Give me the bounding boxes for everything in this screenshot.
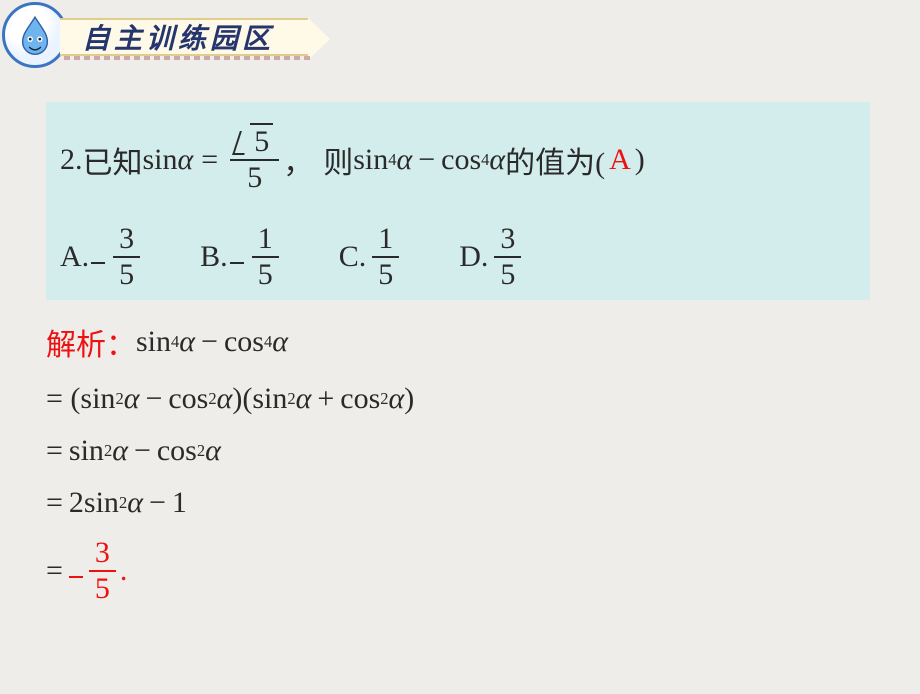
- minus-icon: [69, 554, 85, 588]
- solution-line-1: = ( sin 2 α − cos 2 α )( sin 2 α + cos 2…: [46, 382, 920, 416]
- solution-line-0: 解析： sin 4 α − cos 4 α: [46, 320, 920, 364]
- comma: ，: [283, 138, 313, 182]
- sqrt-icon: 5: [236, 127, 273, 157]
- problem-statement: 2. 已知 sin α = 5 5 ， 则 sin 4 α − cos 4 α …: [60, 114, 856, 206]
- text-value-is: 的值为(: [505, 138, 605, 182]
- close-paren: ): [635, 143, 645, 177]
- choice-d: D. 3 5: [459, 224, 525, 290]
- solution-line-2: = sin 2 α − cos 2 α: [46, 434, 920, 468]
- problem-number: 2.: [60, 143, 83, 177]
- banner-underline: [64, 56, 312, 60]
- solution-label: 解析：: [46, 320, 136, 364]
- minus-icon: [91, 240, 107, 274]
- problem-box: 2. 已知 sin α = 5 5 ， 则 sin 4 α − cos 4 α …: [46, 102, 870, 300]
- minus-icon: [230, 240, 246, 274]
- given-fraction: 5 5: [230, 127, 279, 193]
- fn-cos: cos: [441, 143, 481, 177]
- op-eq: =: [201, 143, 218, 177]
- solution-line-4: = 3 5 .: [46, 538, 920, 604]
- choices-row: A. 3 5 B. 1 5 C. 1 5 D. 3: [60, 224, 856, 290]
- sym-alpha: α: [178, 143, 194, 177]
- pow-4-b: 4: [481, 150, 489, 170]
- text-given: 已知: [83, 138, 143, 182]
- pow-4-a: 4: [388, 150, 396, 170]
- choice-b: B. 1 5: [200, 224, 283, 290]
- solution-line-3: = 2 sin 2 α − 1: [46, 486, 920, 520]
- text-then: 则: [323, 138, 353, 182]
- choice-a: A. 3 5: [60, 224, 144, 290]
- op-minus: −: [418, 143, 435, 177]
- choice-c: C. 1 5: [339, 224, 404, 290]
- header-banner: 自主训练园区: [0, 4, 330, 64]
- sym-alpha-2: α: [396, 143, 412, 177]
- solution-block: 解析： sin 4 α − cos 4 α = ( sin 2 α − cos …: [46, 320, 920, 604]
- answer-letter: A: [605, 143, 635, 177]
- fn-sin-2: sin: [353, 143, 388, 177]
- sym-alpha-3: α: [489, 143, 505, 177]
- mascot-icon: [2, 2, 68, 68]
- fn-sin: sin: [143, 143, 178, 177]
- banner-title: 自主训练园区: [60, 18, 308, 56]
